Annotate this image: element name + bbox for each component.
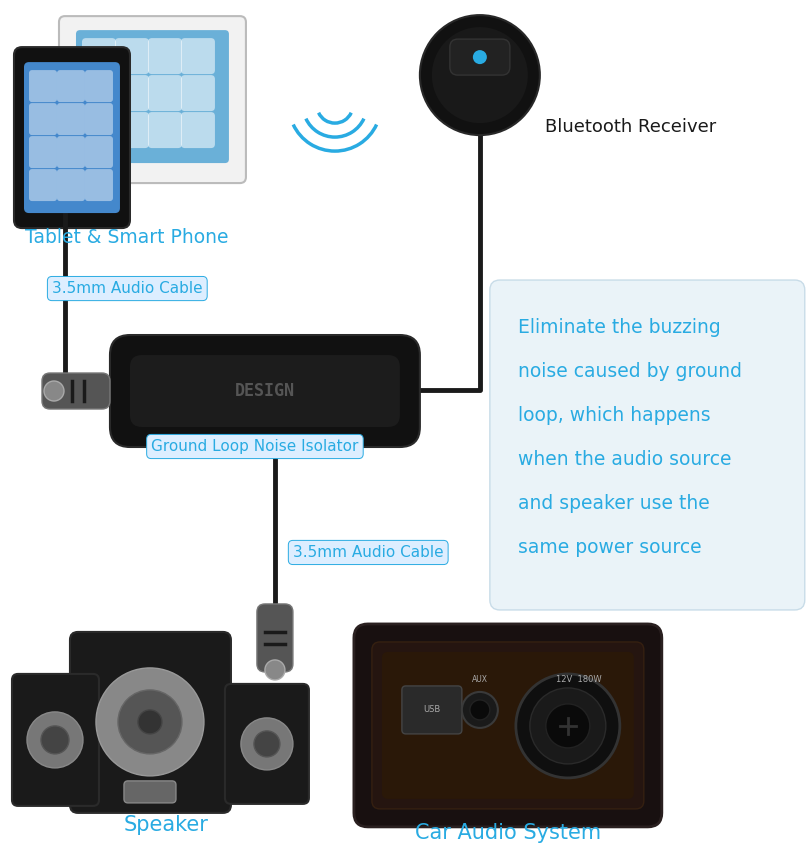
FancyBboxPatch shape: [148, 112, 182, 148]
FancyBboxPatch shape: [59, 16, 246, 183]
Circle shape: [530, 688, 606, 764]
FancyBboxPatch shape: [115, 75, 149, 111]
FancyBboxPatch shape: [29, 103, 57, 135]
Circle shape: [254, 731, 280, 757]
Circle shape: [462, 692, 498, 728]
FancyBboxPatch shape: [29, 169, 57, 201]
Text: same power source: same power source: [518, 538, 701, 557]
Text: loop, which happens: loop, which happens: [518, 406, 710, 425]
Circle shape: [473, 50, 487, 64]
FancyBboxPatch shape: [24, 62, 120, 213]
Circle shape: [41, 726, 69, 754]
FancyBboxPatch shape: [85, 70, 113, 102]
Text: 3.5mm Audio Cable: 3.5mm Audio Cable: [293, 545, 443, 560]
FancyBboxPatch shape: [85, 169, 113, 201]
FancyBboxPatch shape: [354, 624, 662, 827]
FancyBboxPatch shape: [148, 75, 182, 111]
FancyBboxPatch shape: [257, 604, 293, 672]
FancyBboxPatch shape: [85, 136, 113, 168]
FancyBboxPatch shape: [181, 75, 215, 111]
Circle shape: [241, 718, 293, 770]
FancyBboxPatch shape: [82, 112, 116, 148]
FancyBboxPatch shape: [29, 136, 57, 168]
Circle shape: [27, 712, 83, 768]
Circle shape: [470, 700, 490, 720]
FancyBboxPatch shape: [12, 674, 99, 806]
FancyBboxPatch shape: [382, 652, 634, 799]
Circle shape: [546, 704, 590, 748]
FancyBboxPatch shape: [402, 686, 462, 734]
Circle shape: [118, 690, 182, 754]
Circle shape: [96, 668, 204, 776]
Circle shape: [44, 381, 64, 401]
Text: when the audio source: when the audio source: [518, 450, 731, 469]
FancyBboxPatch shape: [490, 280, 804, 610]
FancyBboxPatch shape: [225, 684, 309, 804]
Text: Bluetooth Receiver: Bluetooth Receiver: [545, 118, 716, 136]
Circle shape: [420, 15, 540, 135]
FancyBboxPatch shape: [115, 112, 149, 148]
FancyBboxPatch shape: [57, 169, 85, 201]
Text: 12V  180W: 12V 180W: [556, 675, 601, 684]
FancyBboxPatch shape: [148, 38, 182, 74]
FancyBboxPatch shape: [82, 38, 116, 74]
Text: noise caused by ground: noise caused by ground: [518, 362, 742, 381]
Circle shape: [138, 710, 162, 734]
FancyBboxPatch shape: [130, 355, 400, 427]
FancyBboxPatch shape: [124, 781, 176, 803]
Text: Ground Loop Noise Isolator: Ground Loop Noise Isolator: [152, 439, 359, 454]
FancyBboxPatch shape: [57, 103, 85, 135]
FancyBboxPatch shape: [450, 39, 510, 75]
Text: DESIGN: DESIGN: [235, 382, 295, 400]
FancyBboxPatch shape: [42, 373, 110, 409]
FancyBboxPatch shape: [76, 30, 229, 163]
FancyBboxPatch shape: [181, 112, 215, 148]
FancyBboxPatch shape: [110, 335, 420, 447]
FancyBboxPatch shape: [85, 103, 113, 135]
Text: USB: USB: [423, 705, 441, 715]
Circle shape: [516, 674, 620, 777]
FancyBboxPatch shape: [57, 70, 85, 102]
FancyBboxPatch shape: [82, 75, 116, 111]
Text: Eliminate the buzzing: Eliminate the buzzing: [518, 318, 721, 337]
Circle shape: [432, 27, 528, 123]
Text: 3.5mm Audio Cable: 3.5mm Audio Cable: [52, 281, 202, 296]
FancyBboxPatch shape: [57, 136, 85, 168]
Circle shape: [265, 660, 285, 680]
FancyBboxPatch shape: [181, 38, 215, 74]
FancyBboxPatch shape: [70, 632, 231, 813]
FancyBboxPatch shape: [115, 38, 149, 74]
FancyBboxPatch shape: [29, 70, 57, 102]
Text: Car Audio System: Car Audio System: [415, 823, 601, 843]
Text: and speaker use the: and speaker use the: [518, 494, 709, 513]
Text: AUX: AUX: [472, 675, 488, 684]
Text: Tablet & Smart Phone: Tablet & Smart Phone: [25, 228, 228, 247]
Text: Speaker: Speaker: [123, 815, 209, 835]
FancyBboxPatch shape: [14, 47, 130, 228]
FancyBboxPatch shape: [372, 642, 644, 808]
